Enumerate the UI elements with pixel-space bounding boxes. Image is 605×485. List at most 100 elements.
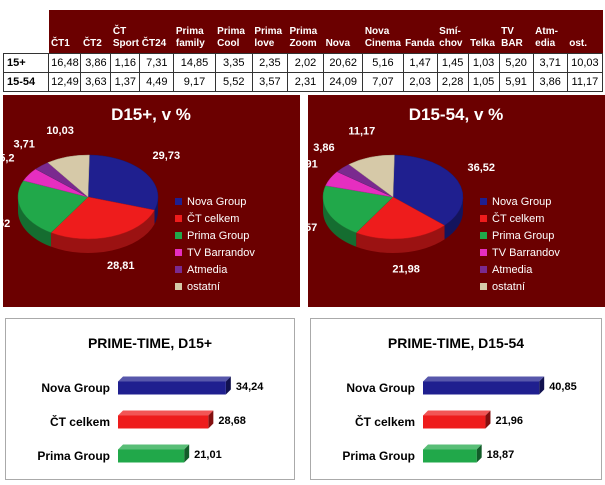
header-corner [3, 10, 49, 54]
table-cell: 10,03 [566, 53, 604, 73]
table-cell: 1,47 [402, 53, 438, 73]
bar-top [118, 410, 214, 416]
table-cell: 11,17 [566, 72, 604, 92]
legend-label: TV Barrandov [492, 247, 560, 259]
column-header: Telka [468, 10, 500, 54]
table-cell: 7,07 [362, 72, 404, 92]
column-header: ČT2 [80, 10, 111, 54]
bar-category-label: ČT celkem [355, 414, 415, 429]
bar-side [225, 376, 231, 395]
pie-chart-d15-54: D15-54, v % 36,52 21,98 20,57 5,91 3,86 11,17 N… [290, 105, 561, 293]
pie-panel-d15: D15+, v % 29,73 28,81 22,52 5,2 3,71 10,03 Nova… [0, 95, 300, 307]
legend-swatch [175, 215, 182, 222]
bar-category-label: Prima Group [37, 449, 110, 463]
pie-slice [17, 180, 89, 233]
table-cell: 1,05 [467, 72, 500, 92]
pie-value-label: 3,71 [14, 139, 35, 151]
bar-side [476, 444, 482, 463]
table-cell: 24,09 [323, 72, 364, 92]
table-row: 15+ 16,48 3,86 1,16 7,31 14,85 3,35 2,35 2,02 20,… [2, 53, 604, 73]
table-cell: 14,85 [173, 53, 216, 73]
bar-category-label: Nova Group [346, 381, 415, 395]
column-header: ost. [567, 10, 603, 54]
pie-slice [392, 154, 464, 226]
column-header: Nova Cinema [362, 10, 404, 54]
table-cell: 5,16 [362, 53, 404, 73]
bar-value-label: 34,24 [236, 381, 264, 393]
bar [423, 415, 486, 429]
legend-label: Atmedia [187, 264, 228, 276]
table-cell: 16,48 [48, 53, 82, 73]
legend-label: Prima Group [187, 230, 249, 242]
pie-title: D15+, v % [111, 105, 191, 124]
table-cell: 2,28 [436, 72, 469, 92]
table-cell: 1,37 [110, 72, 141, 92]
table-cell: 9,17 [173, 72, 216, 92]
bar-value-label: 40,85 [549, 381, 577, 393]
bar-title: PRIME-TIME, D15+ [88, 335, 212, 351]
table-row: 15-54 12,49 3,63 1,37 4,49 9,17 5,52 3,57 2,31 24… [2, 72, 604, 92]
bar-value-label: 21,01 [194, 449, 222, 461]
share-table: ČT1 ČT2 ČT Sport ČT24 Prima family Prima Cool… [2, 10, 604, 92]
column-header: ČT1 [48, 10, 81, 54]
bar-value-label: 18,87 [487, 449, 515, 461]
column-header: Smí- chov [437, 10, 469, 54]
bar-top [423, 376, 545, 382]
table-cell: 2,31 [286, 72, 325, 92]
pie-slice [50, 196, 155, 240]
pie-value-label: 28,81 [107, 260, 135, 272]
legend-label: Nova Group [187, 196, 246, 208]
pie-value-label: 10,03 [46, 125, 74, 137]
legend-swatch [175, 266, 182, 273]
pie-value-label: 3,86 [313, 142, 334, 154]
pie-slice-side [18, 197, 52, 247]
table-cell: 5,20 [498, 53, 534, 73]
bar-panel-d15: PRIME-TIME, D15+ Nova Group 34,24 ČT celkem… [5, 318, 295, 480]
pie-value-label: 21,98 [392, 263, 420, 275]
pie-slice [47, 154, 90, 198]
column-header: Prima love [252, 10, 288, 54]
table-cell: 1,16 [110, 53, 141, 73]
column-header: ČT24 [139, 10, 174, 54]
table-cell: 3,35 [214, 53, 253, 73]
legend-swatch [175, 249, 182, 256]
bar-top [423, 444, 482, 450]
bar-category-label: ČT celkem [50, 414, 110, 429]
legend-swatch [480, 232, 487, 239]
bar-value-label: 28,68 [218, 415, 246, 427]
bar-chart-prime-d15: PRIME-TIME, D15+ Nova Group 34,24 ČT celkem… [37, 335, 264, 463]
legend-swatch [480, 215, 487, 222]
pie-slice [87, 154, 159, 211]
legend-swatch [480, 249, 487, 256]
table-cell: 5,52 [214, 72, 253, 92]
legend-label: TV Barrandov [187, 247, 255, 259]
pie-value-label: 36,52 [468, 162, 496, 174]
pie-slice [322, 185, 394, 234]
legend-label: ČT celkem [187, 212, 239, 225]
legend-swatch [480, 198, 487, 205]
bar-side [184, 444, 190, 463]
legend-swatch [480, 266, 487, 273]
bar [423, 381, 540, 395]
pie-title: D15-54, v % [409, 105, 504, 124]
pie-value-label: 22,52 [3, 218, 10, 230]
table-cell: 7,31 [139, 53, 175, 73]
bar-top [118, 376, 231, 382]
legend-swatch [175, 283, 182, 290]
bar-panel-d15-54: PRIME-TIME, D15-54 Nova Group 40,85 ČT celk… [310, 318, 602, 480]
table-cell: 3,57 [251, 72, 288, 92]
pie-value-label: 20,57 [308, 222, 317, 234]
table-cell: 12,49 [48, 72, 82, 92]
bar [118, 381, 226, 395]
bar-category-label: Prima Group [342, 449, 415, 463]
pie-slice-side [51, 210, 155, 254]
bar-side [485, 410, 491, 429]
column-header: Nova [323, 10, 363, 54]
pie-value-label: 11,17 [348, 126, 375, 138]
pie-value-label: 5,91 [308, 159, 318, 171]
legend-label: Atmedia [492, 264, 533, 276]
column-header: Atm- edia [533, 10, 568, 54]
table-cell: 4,49 [139, 72, 175, 92]
bar-chart-prime-d15-54: PRIME-TIME, D15-54 Nova Group 40,85 ČT celk… [342, 335, 577, 463]
column-header: ČT Sport [110, 10, 140, 54]
